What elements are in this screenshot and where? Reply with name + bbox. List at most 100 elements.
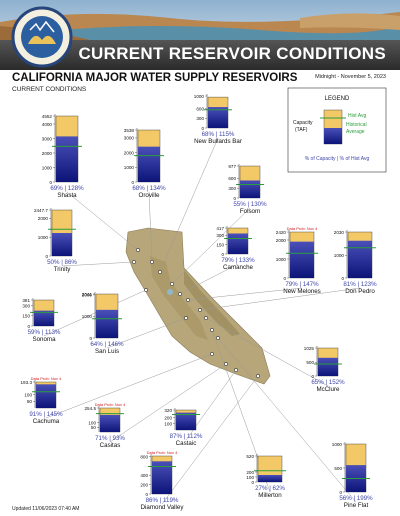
pct-capacity: 91% [29, 411, 42, 418]
connector-line [61, 261, 135, 267]
pct-separator: | [59, 259, 64, 266]
pct-hist-avg: 147% [303, 281, 319, 288]
y-tick-label: 417 [216, 226, 224, 231]
legend-pct-capacity: % of Capacity [305, 156, 336, 162]
percent-label: 55% | 130% [233, 201, 267, 208]
y-tick-label: 150 [22, 314, 30, 319]
reservoir-location-dots [132, 248, 260, 378]
percent-label: 68% | 115% [202, 131, 235, 138]
storage-bar [228, 233, 248, 254]
y-tick-label: 2000 [276, 238, 287, 243]
legend-pct-hist-avg: % of Hist Avg [340, 156, 370, 162]
pct-capacity: 55% [233, 201, 246, 208]
storage-bar [290, 241, 314, 278]
storage-bar [100, 414, 120, 432]
percent-label: 50% | 86% [47, 259, 77, 266]
data-problem-note: Data Prob: Nov 4 [147, 450, 178, 455]
report-date: Midnight - November 5, 2023 [315, 74, 386, 80]
y-tick-label: 1000 [38, 235, 49, 240]
pct-hist-avg: 93% [113, 435, 126, 442]
reservoir-dot [150, 260, 154, 264]
connector-line [161, 375, 259, 505]
y-tick-label: 100 [88, 420, 96, 425]
y-tick-label: 0 [201, 126, 204, 131]
y-tick-label: 520 [246, 454, 254, 459]
reservoir-gauge: 1000 600 300 068% | 115%New Bullards Bar [194, 94, 242, 145]
reservoir-gauge: 1025 500 065% | 152%McClure [304, 346, 345, 393]
reservoir-gauge: 193.3 100 50 Data Prob: Nov 4 91% | 145%Cach… [21, 376, 64, 425]
reservoir-name: Trinity [54, 266, 72, 273]
y-tick-label: 2041 [82, 292, 93, 297]
y-tick-label: 0 [89, 336, 92, 341]
reservoir-name: Castaic [176, 440, 197, 447]
y-tick-label: 300 [22, 303, 30, 308]
california-map [125, 227, 271, 385]
storage-bar [258, 475, 282, 482]
pct-hist-avg: 199% [357, 495, 373, 502]
reservoir-name: McClure [316, 386, 340, 393]
pct-separator: | [63, 185, 68, 192]
pct-hist-avg: 112% [187, 433, 203, 440]
legend-capacity: Capacity [293, 120, 313, 126]
pct-separator: | [324, 379, 329, 386]
connector-line [187, 287, 303, 301]
storage-bar [152, 461, 172, 494]
pct-hist-avg: 134% [150, 185, 166, 192]
percent-label: 56% | 199% [339, 495, 373, 502]
reservoir-dot [224, 362, 228, 366]
y-tick-label: 320 [164, 408, 172, 413]
y-tick-label: 0 [145, 492, 148, 497]
reservoir-name: Folsom [240, 208, 260, 215]
pct-capacity: 79% [221, 257, 234, 264]
y-tick-label: 1000 [276, 257, 287, 262]
reservoir-name: Millerton [258, 492, 282, 499]
pct-separator: | [298, 281, 303, 288]
pct-hist-avg: 115% [219, 131, 235, 138]
percent-label: 69% | 128% [50, 185, 84, 192]
reservoir-gauge: 4552 4000 3000 2000 1000 069% | 128%Shasta [42, 114, 84, 199]
y-tick-label: 500 [334, 466, 342, 471]
page-subtitle: CURRENT CONDITIONS [12, 86, 87, 93]
banner-photo [0, 0, 400, 70]
pct-hist-avg: 133% [239, 257, 255, 264]
y-tick-label: 4552 [42, 114, 53, 119]
connector-line [159, 137, 219, 273]
y-tick-label: 500 [306, 360, 314, 365]
updated-timestamp: Updated 11/06/2023 07:40 AM [12, 506, 80, 512]
reservoir-gauge: 2030 1000 081% | 123%Don Pedro [334, 230, 377, 295]
pct-hist-avg: 123% [361, 281, 377, 288]
connector-line [109, 363, 227, 443]
reservoir-dot [198, 308, 202, 312]
reservoir-name: Camanche [223, 264, 253, 271]
y-tick-label: 3000 [124, 136, 135, 141]
pct-separator: | [246, 201, 251, 208]
reservoir-dot [132, 260, 136, 264]
reservoir-name: Casitas [100, 442, 121, 449]
pct-capacity: 59% [28, 329, 41, 336]
reservoir-dot [170, 282, 174, 286]
storage-bar [96, 309, 118, 338]
reservoir-name: San Luis [95, 348, 119, 355]
storage-bar [348, 240, 372, 278]
y-tick-label: 0 [233, 196, 236, 201]
percent-label: 59% | 113% [28, 329, 61, 336]
pct-separator: | [158, 497, 163, 504]
pct-capacity: 50% [47, 259, 60, 266]
y-tick-label: 50 [27, 399, 33, 404]
pct-capacity: 69% [50, 185, 63, 192]
storage-bar [240, 180, 260, 198]
legend-percent-key: % of Capacity | % of Hist Avg [305, 156, 370, 162]
connector-line [148, 191, 153, 263]
y-tick-label: 2000 [42, 151, 53, 156]
legend-title: LEGEND [325, 96, 350, 102]
percent-label: 79% | 133% [221, 257, 255, 264]
percent-label: 64% | 146% [90, 341, 124, 348]
y-tick-label: 2030 [334, 230, 345, 235]
y-tick-label: 2447.7 [34, 208, 48, 213]
pct-separator: | [182, 433, 187, 440]
legend-sep: | [336, 156, 340, 162]
reservoir-dot [210, 328, 214, 332]
storage-bar [34, 310, 54, 326]
